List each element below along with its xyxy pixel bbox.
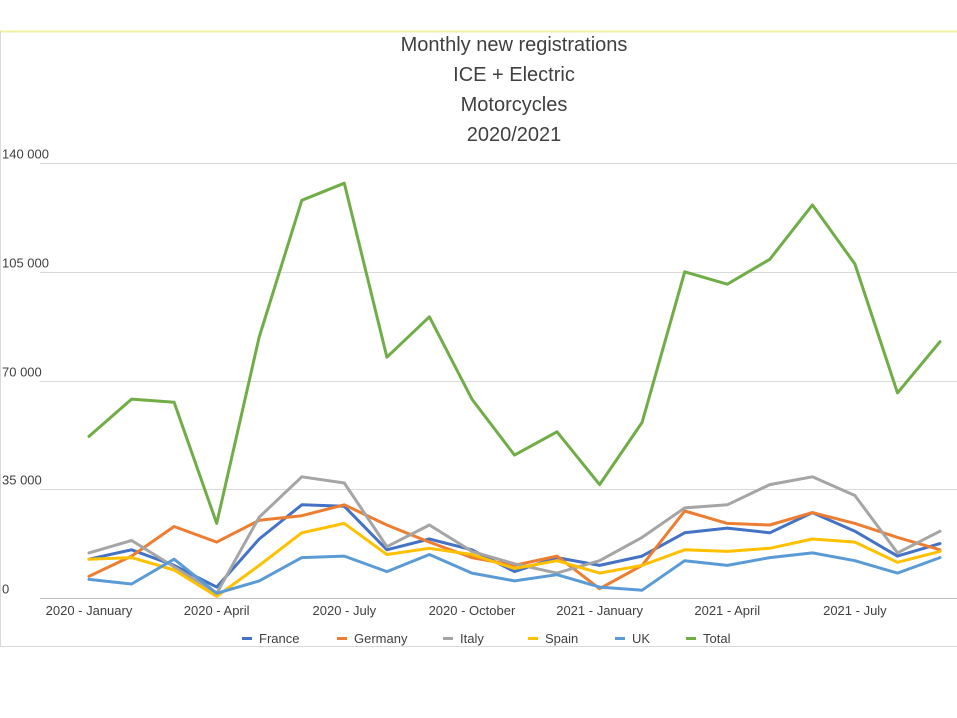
- y-axis-tick-labels: 0 35 000 70 000 105 000 140 000: [2, 147, 49, 597]
- y-tick-label: 140 000: [2, 147, 49, 162]
- x-tick-label: 2021 - July: [823, 603, 887, 618]
- x-tick-label: 2021 - April: [694, 603, 760, 618]
- legend-label-total: Total: [703, 631, 731, 646]
- x-tick-label: 2020 - October: [429, 603, 516, 618]
- series-line-total: [87, 181, 942, 525]
- x-tick-label: 2021 - January: [556, 603, 643, 618]
- legend-label-spain: Spain: [545, 631, 578, 646]
- legend-label-italy: Italy: [460, 631, 484, 646]
- legend-label-germany: Germany: [354, 631, 408, 646]
- chart-title-line: Monthly new registrations: [401, 34, 628, 56]
- x-tick-label: 2020 - July: [313, 603, 377, 618]
- series-line-france: [87, 503, 942, 589]
- x-axis-tick-labels: 2020 - January 2020 - April 2020 - July 202…: [46, 603, 888, 618]
- y-tick-label: 70 000: [2, 365, 42, 380]
- legend: France Germany Italy Spain UK Total: [242, 631, 731, 646]
- legend-label-uk: UK: [632, 631, 650, 646]
- gridlines: [40, 163, 957, 599]
- chart-title-line: ICE + Electric: [453, 64, 575, 86]
- x-tick-label: 2020 - January: [46, 603, 133, 618]
- series-line-spain: [87, 521, 942, 598]
- series-line-germany: [87, 503, 942, 591]
- series-line-italy: [87, 475, 942, 595]
- y-tick-label: 0: [2, 582, 9, 597]
- series-line-uk: [87, 551, 942, 595]
- series-lines: [87, 181, 942, 598]
- x-tick-label: 2020 - April: [184, 603, 250, 618]
- chart-title-line: 2020/2021: [467, 124, 562, 146]
- chart-title-line: Motorcycles: [461, 94, 568, 116]
- y-tick-label: 105 000: [2, 256, 49, 271]
- y-tick-label: 35 000: [2, 473, 42, 488]
- legend-label-france: France: [259, 631, 299, 646]
- chart-title: Monthly new registrations ICE + Electric M…: [401, 34, 628, 146]
